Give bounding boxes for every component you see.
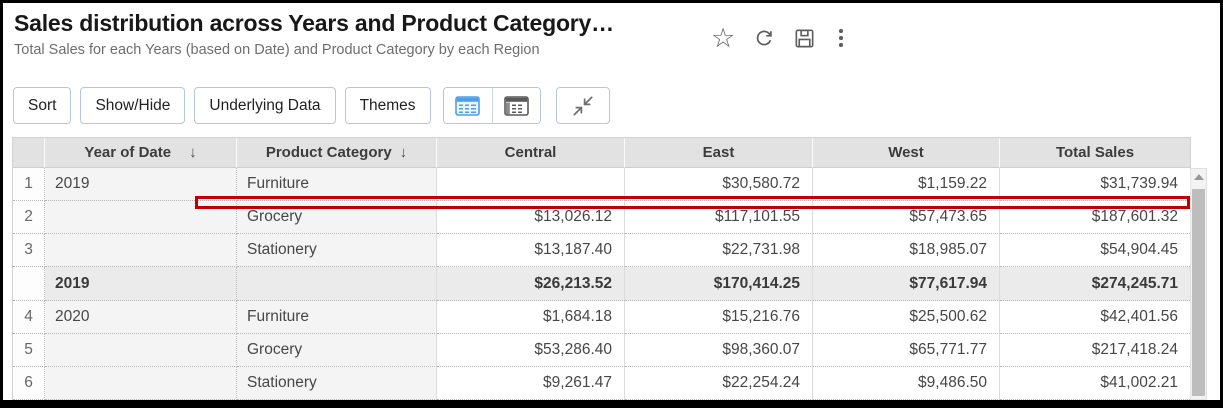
table-row: 4 2020 Furniture $1,684.18 $15,216.76 $25,500… (13, 301, 1190, 334)
row-number-cell: 5 (13, 334, 45, 367)
row-number-cell: 4 (13, 301, 45, 334)
table-cell[interactable]: 2019 (45, 168, 237, 201)
table-cell[interactable]: $13,187.40 (437, 234, 625, 267)
table-cell[interactable]: $54,904.45 (1000, 234, 1190, 267)
table-row: 5 Grocery $53,286.40 $98,360.07 $65,771.77 $2… (13, 334, 1190, 367)
table-cell[interactable]: $22,731.98 (625, 234, 813, 267)
table-cell[interactable] (45, 234, 237, 267)
table-cell[interactable]: $30,580.72 (625, 168, 813, 201)
save-icon (793, 27, 816, 50)
table-row: 2 Grocery $13,026.12 $117,101.55 $57,473.65 $… (13, 201, 1190, 234)
view-toggle-group (442, 87, 541, 124)
table-cell[interactable]: $217,418.24 (1000, 334, 1190, 367)
table-row: 3 Stationery $13,187.40 $22,731.98 $18,985.0… (13, 234, 1190, 267)
table-cell[interactable]: $53,286.40 (437, 334, 625, 367)
table-cell[interactable]: $187,601.32 (1000, 201, 1190, 234)
refresh-button[interactable] (752, 26, 776, 50)
themes-button[interactable]: Themes (344, 87, 431, 124)
table-cell[interactable]: Furniture (237, 168, 437, 201)
sort-desc-icon: ↓ (189, 144, 197, 161)
table-cell[interactable]: Furniture (237, 301, 437, 334)
show-hide-button[interactable]: Show/Hide (80, 87, 186, 124)
favorite-button[interactable]: ☆ (711, 22, 736, 53)
table-cell[interactable]: $41,002.21 (1000, 367, 1190, 400)
table-cell[interactable]: 2020 (45, 301, 237, 334)
table-cell[interactable] (237, 267, 437, 301)
column-header-total-sales[interactable]: Total Sales (1000, 138, 1190, 168)
row-number-cell: 2 (13, 201, 45, 234)
sort-desc-icon: ↓ (399, 144, 408, 161)
more-options-button[interactable] (833, 27, 849, 49)
page-title: Sales distribution across Years and Prod… (14, 10, 614, 36)
table-cell[interactable]: $274,245.71 (1000, 267, 1190, 301)
table-cell[interactable]: Stationery (237, 234, 437, 267)
column-header-year-of-date[interactable]: Year of Date ↓ (45, 138, 237, 168)
scrollbar-thumb[interactable] (1192, 189, 1205, 396)
table-cell[interactable]: $57,473.65 (813, 201, 1000, 234)
table-cell[interactable]: $9,486.50 (813, 367, 1000, 400)
table-cell[interactable]: $15,216.76 (625, 301, 813, 334)
table-cell[interactable]: $65,771.77 (813, 334, 1000, 367)
table-row: 1 2019 Furniture $30,580.72 $1,159.22 $31,739… (13, 168, 1190, 201)
report-actions: ☆ (711, 23, 849, 53)
table-cell[interactable] (45, 334, 237, 367)
column-header-rownum (13, 138, 45, 168)
column-header-west[interactable]: West (813, 138, 1000, 168)
page-subtitle: Total Sales for each Years (based on Dat… (14, 42, 540, 58)
table-view-button[interactable] (443, 88, 492, 123)
table-cell[interactable]: $77,617.94 (813, 267, 1000, 301)
star-icon: ☆ (711, 22, 736, 53)
table-cell[interactable]: Stationery (237, 367, 437, 400)
table-cell[interactable]: $25,500.62 (813, 301, 1000, 334)
refresh-icon (752, 26, 776, 50)
table-view-icon (455, 95, 480, 116)
table-cell[interactable]: $42,401.56 (1000, 301, 1190, 334)
row-number-cell: 3 (13, 234, 45, 267)
table-cell[interactable]: Grocery (237, 334, 437, 367)
column-header-central[interactable]: Central (437, 138, 625, 168)
save-button[interactable] (793, 27, 816, 50)
underlying-data-button[interactable]: Underlying Data (194, 87, 336, 124)
collapse-button[interactable] (555, 87, 610, 124)
row-number-cell: 1 (13, 168, 45, 201)
table-cell[interactable]: 2019 (45, 267, 237, 301)
table-cell[interactable]: Grocery (237, 201, 437, 234)
column-header-product-category[interactable]: Product Category ↓ (237, 138, 437, 168)
collapse-icon (570, 93, 596, 119)
table-cell[interactable]: $9,261.47 (437, 367, 625, 400)
table-cell[interactable]: $22,254.24 (625, 367, 813, 400)
pivot-view-button[interactable] (491, 88, 540, 123)
kebab-menu-icon (839, 29, 843, 33)
up-arrow-icon (1193, 174, 1204, 180)
table-cell[interactable]: $31,739.94 (1000, 168, 1190, 201)
sort-button[interactable]: Sort (13, 87, 72, 124)
table-cell[interactable]: $26,213.52 (437, 267, 625, 301)
toolbar: Sort Show/Hide Underlying Data Themes (13, 87, 610, 124)
table-cell[interactable]: $117,101.55 (625, 201, 813, 234)
scroll-up-button[interactable] (1191, 169, 1206, 185)
pivot-table: Year of Date ↓ Product Category ↓ Centra… (12, 137, 1191, 400)
pivot-view-icon (503, 95, 529, 116)
table-cell[interactable]: $98,360.07 (625, 334, 813, 367)
table-cell[interactable] (437, 168, 625, 201)
column-header-east[interactable]: East (625, 138, 813, 168)
table-row: 6 Stationery $9,261.47 $22,254.24 $9,486.50 $… (13, 367, 1190, 400)
table-cell[interactable] (45, 201, 237, 234)
table-header-row: Year of Date ↓ Product Category ↓ Centra… (13, 138, 1190, 168)
row-number-cell: 6 (13, 367, 45, 400)
table-cell[interactable]: $1,159.22 (813, 168, 1000, 201)
table-cell[interactable]: $18,985.07 (813, 234, 1000, 267)
table-cell[interactable]: $1,684.18 (437, 301, 625, 334)
report-header: Sales distribution across Years and Prod… (14, 10, 614, 58)
table-cell[interactable]: $170,414.25 (625, 267, 813, 301)
row-number-cell (13, 267, 45, 301)
table-body: 1 2019 Furniture $30,580.72 $1,159.22 $31,739… (13, 168, 1190, 400)
table-cell[interactable]: $13,026.12 (437, 201, 625, 234)
subtotal-row: 2019 $26,213.52 $170,414.25 $77,617.94 $274,… (13, 267, 1190, 301)
vertical-scrollbar[interactable] (1190, 168, 1207, 400)
table-cell[interactable] (45, 367, 237, 400)
